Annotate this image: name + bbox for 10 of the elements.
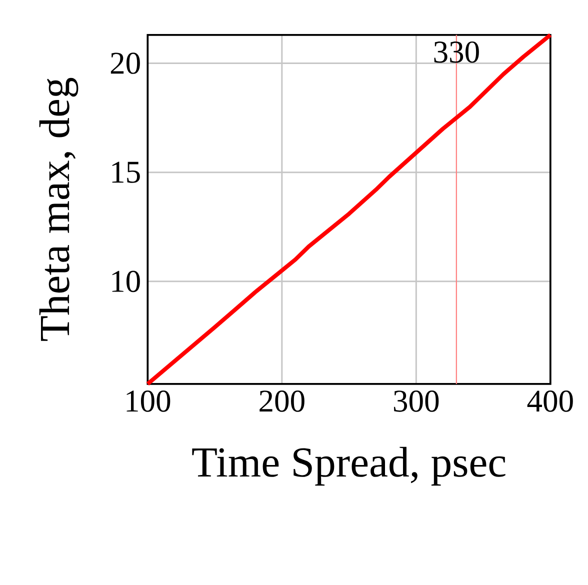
x-tick-label: 100 [126,390,170,412]
y-tick-label: 20 [110,52,140,74]
x-tick-label: 400 [527,390,573,412]
y-tick-label: 10 [112,270,140,292]
x-axis-title: Time Spread, psec [192,446,506,486]
x-tick-label: 200 [260,390,304,412]
ref-line-label: 330 [434,41,479,63]
y-tick-label: 15 [112,162,140,183]
x-tick-label: 300 [394,390,439,412]
y-axis-title: Theta max, deg [39,78,78,341]
